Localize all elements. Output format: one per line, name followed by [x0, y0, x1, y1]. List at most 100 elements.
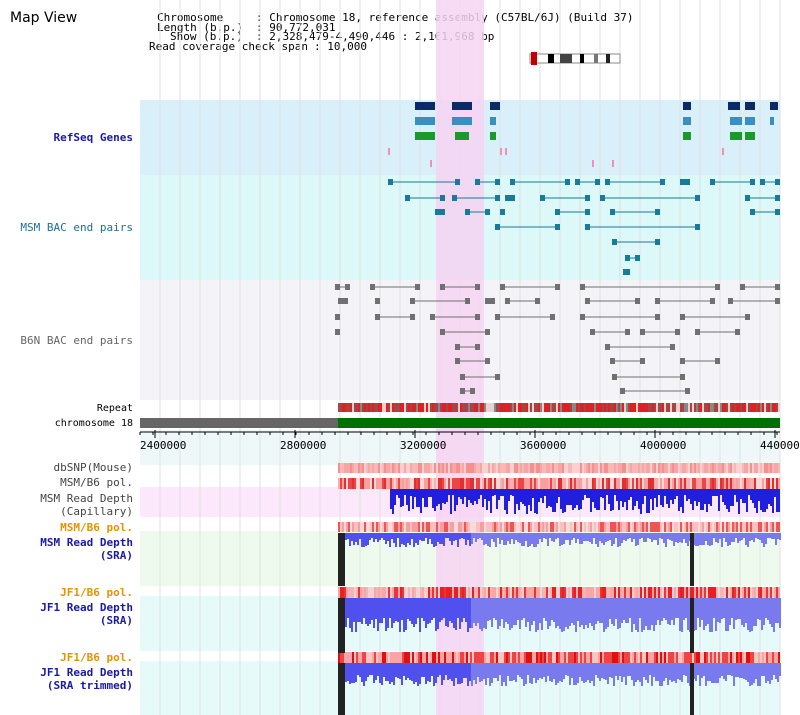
depth-bar [393, 533, 395, 543]
repeat-mark [536, 403, 538, 412]
pol-mark [650, 463, 652, 473]
pol-mark [526, 522, 528, 532]
bac-end [745, 195, 750, 201]
pol-mark [516, 652, 518, 663]
jf1-b6-pol-label-2[interactable]: JF1/B6 pol. [60, 651, 133, 664]
pol-mark [496, 463, 498, 473]
repeat-mark [548, 403, 550, 412]
repeat-mark [410, 403, 412, 412]
depth-bar [377, 598, 379, 631]
pol-mark [658, 522, 660, 532]
depth-bar [750, 489, 752, 500]
pol-mark [738, 587, 740, 598]
msm-b6-pol-label-2[interactable]: MSM/B6 pol. [60, 521, 133, 534]
depth-bar [605, 663, 607, 680]
pol-mark [414, 587, 416, 598]
axis-tick-label: 2800000 [280, 439, 326, 452]
pol-mark [478, 652, 480, 663]
pol-mark [776, 652, 778, 663]
depth-bar [494, 489, 496, 495]
msm-b6-pol-label-1[interactable]: MSM/B6 pol. [60, 476, 133, 489]
depth-bar [557, 598, 559, 626]
pol-mark [696, 522, 698, 532]
pol-mark [382, 652, 384, 663]
pol-mark [476, 522, 478, 532]
depth-bar [515, 598, 517, 625]
repeat-mark [422, 403, 424, 412]
depth-bar [460, 489, 462, 499]
pol-mark [568, 522, 570, 532]
pol-mark [338, 652, 340, 663]
pol-mark [492, 463, 494, 473]
depth-bar [483, 598, 485, 628]
depth-bar [369, 663, 371, 675]
jf1-read-depth-trim-label[interactable]: JF1 Read Depth [40, 666, 133, 679]
depth-bar [741, 663, 743, 678]
pol-mark [442, 522, 444, 532]
pol-mark [758, 478, 760, 489]
msm-read-depth-sra-label[interactable]: MSM Read Depth [40, 536, 133, 549]
pol-mark [774, 463, 776, 473]
pol-mark [732, 463, 734, 473]
dbsnp-label[interactable]: dbSNP(Mouse) [53, 461, 133, 474]
depth-bar [492, 489, 494, 496]
depth-bar [547, 663, 549, 676]
depth-bar [475, 533, 477, 542]
pol-mark [674, 478, 676, 489]
depth-bar [432, 489, 434, 508]
gene-feature [683, 132, 691, 140]
pol-mark [466, 463, 468, 473]
pol-mark [518, 587, 520, 598]
pol-mark [760, 463, 762, 473]
pol-mark [584, 652, 586, 663]
bac-end [410, 298, 415, 304]
pol-mark [626, 522, 628, 532]
depth-bar [497, 533, 499, 538]
pol-mark [506, 652, 508, 663]
depth-bar [515, 663, 517, 682]
pol-mark [424, 587, 426, 598]
repeat-mark [744, 403, 746, 412]
jf1-read-depth-sra-label[interactable]: JF1 Read Depth [40, 601, 133, 614]
depth-bar [621, 598, 623, 623]
pol-mark [396, 478, 398, 489]
depth-bar [769, 533, 771, 538]
pol-mark [712, 587, 714, 598]
depth-bar [473, 663, 475, 680]
pol-mark [524, 463, 526, 473]
depth-bar [473, 533, 475, 538]
pol-mark [350, 478, 352, 489]
depth-bar [418, 489, 420, 507]
jf1-b6-pol-label-1[interactable]: JF1/B6 pol. [60, 586, 133, 599]
depth-bar [477, 663, 479, 677]
depth-bar [763, 663, 765, 676]
b6n-bac-label[interactable]: B6N BAC end pairs [20, 334, 133, 347]
depth-bar [711, 598, 713, 632]
pol-mark [748, 652, 750, 663]
pol-mark [544, 478, 546, 489]
pol-mark [524, 652, 526, 663]
depth-bar [692, 489, 694, 510]
depth-bar [628, 489, 630, 500]
pol-mark [598, 478, 600, 489]
depth-bar [765, 533, 767, 544]
depth-bar [419, 533, 421, 540]
depth-bar [749, 598, 751, 632]
chromosome-label: chromosome 18 [54, 418, 133, 429]
msm-read-depth-cap-label[interactable]: MSM Read Depth [40, 492, 133, 505]
pol-mark [730, 522, 732, 532]
pol-mark [640, 652, 642, 663]
depth-bar [535, 663, 537, 683]
pol-mark [554, 463, 556, 473]
depth-bar [612, 489, 614, 510]
pol-mark [418, 478, 420, 489]
refseq-genes-label[interactable]: RefSeq Genes [53, 131, 133, 144]
pol-mark [730, 463, 732, 473]
msm-bac-label[interactable]: MSM BAC end pairs [20, 221, 133, 234]
repeat-mark [658, 403, 660, 412]
depth-bar [706, 489, 708, 512]
depth-bar [644, 489, 646, 496]
pol-mark [532, 478, 534, 489]
depth-bar [705, 663, 707, 686]
